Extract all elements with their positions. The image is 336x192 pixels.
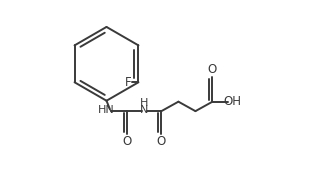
Text: N: N <box>139 105 148 115</box>
Text: OH: OH <box>223 95 241 108</box>
Text: H: H <box>139 98 148 108</box>
Text: F: F <box>125 76 131 89</box>
Text: O: O <box>123 135 132 148</box>
Text: HN: HN <box>98 105 115 115</box>
Text: O: O <box>208 63 217 76</box>
Text: O: O <box>157 135 166 148</box>
